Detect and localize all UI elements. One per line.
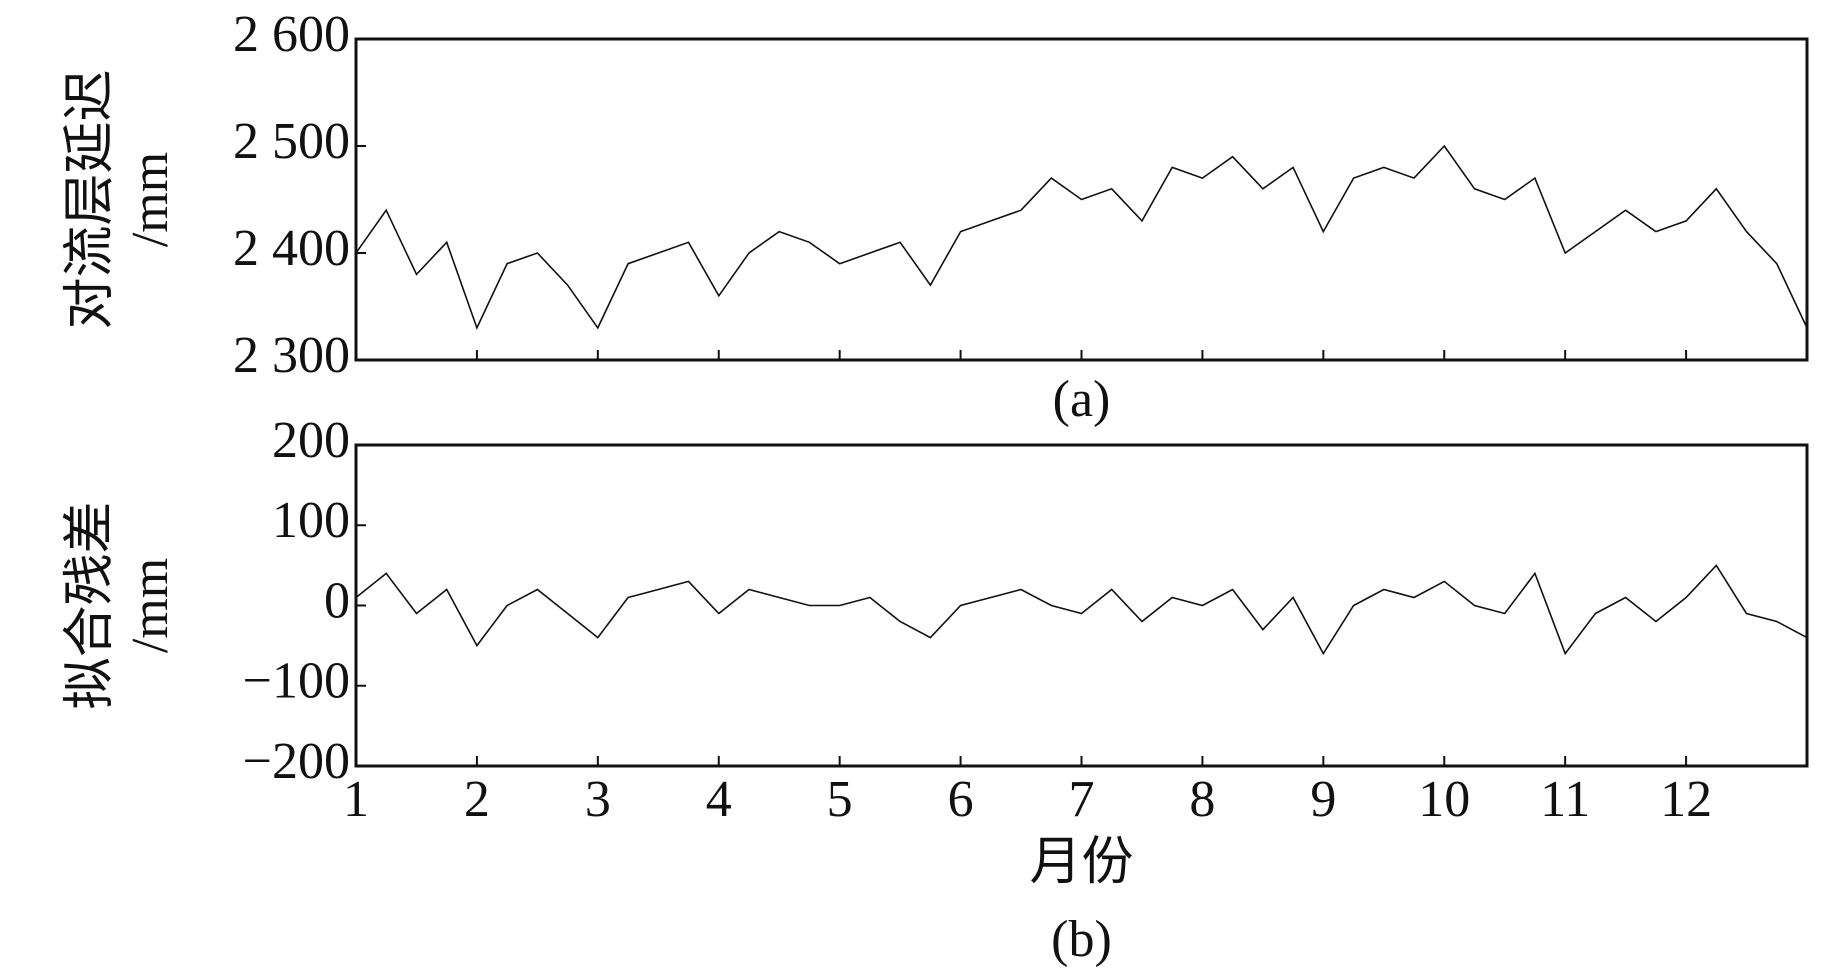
x-tick-label: 4 <box>706 771 732 828</box>
y-tick-label: −100 <box>243 653 350 710</box>
x-tick-label: 7 <box>1069 771 1095 828</box>
x-tick-label: 12 <box>1660 771 1712 828</box>
x-tick-label: 9 <box>1310 771 1336 828</box>
y-tick-label: 2 500 <box>233 113 350 170</box>
x-tick-label: 6 <box>948 771 974 828</box>
y-tick-label: 2 400 <box>233 220 350 277</box>
data-line <box>355 564 1808 656</box>
x-tick-label: 5 <box>827 771 853 828</box>
x-tick-label: 1 <box>343 771 369 828</box>
y-tick-label: 2 300 <box>233 327 350 384</box>
x-tick-label: 11 <box>1540 771 1590 828</box>
y-tick-label: −200 <box>243 733 350 790</box>
x-tick-label: 2 <box>464 771 490 828</box>
x-tick-label: 3 <box>585 771 611 828</box>
plot-frame <box>354 443 1809 768</box>
caption: (b) <box>1051 911 1112 968</box>
x-axis-label: 月份 <box>1029 834 1133 891</box>
y-axis-label: /mm <box>122 152 179 247</box>
y-tick-label: 100 <box>272 492 350 549</box>
data-line <box>355 144 1808 331</box>
y-axis-label: 对流层延迟 <box>62 69 119 329</box>
x-tick-label: 8 <box>1189 771 1215 828</box>
y-tick-label: 200 <box>272 412 350 469</box>
y-axis-label: 拟合残差 <box>62 501 119 709</box>
x-tick-label: 10 <box>1418 771 1470 828</box>
caption: (a) <box>1053 371 1111 428</box>
y-axis-label: /mm <box>122 558 179 653</box>
y-tick-label: 2 600 <box>233 6 350 63</box>
y-tick-label: 0 <box>324 572 350 629</box>
